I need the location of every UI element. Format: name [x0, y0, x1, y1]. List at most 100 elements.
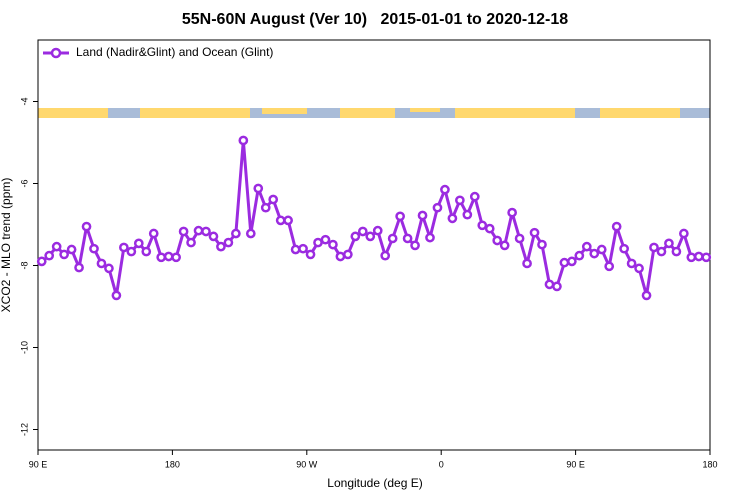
data-point	[36, 256, 47, 267]
data-point	[51, 241, 62, 252]
data-point	[126, 246, 137, 257]
data-point	[469, 191, 480, 202]
data-point	[104, 263, 114, 274]
data-point	[216, 241, 226, 252]
data-point	[402, 233, 413, 244]
data-point	[357, 226, 368, 237]
data-point	[111, 290, 122, 301]
data-point	[544, 279, 555, 290]
data-point	[156, 252, 167, 263]
data-point	[656, 246, 667, 257]
data-point	[537, 239, 547, 250]
data-point	[455, 195, 465, 206]
data-point	[208, 231, 219, 242]
data-point	[305, 249, 316, 260]
data-point	[238, 135, 249, 146]
data-point	[245, 228, 256, 239]
data-point	[611, 221, 622, 232]
y-tick-label: -12	[19, 423, 29, 436]
data-point	[484, 223, 495, 234]
data-point	[283, 215, 293, 226]
data-point	[514, 233, 525, 244]
data-point	[440, 184, 450, 195]
data-point	[380, 250, 391, 261]
y-tick-label: -6	[19, 179, 29, 187]
data-point	[96, 258, 107, 269]
data-point	[275, 215, 286, 226]
data-point	[417, 210, 428, 221]
x-tick-label: 90 W	[296, 459, 318, 469]
data-point	[231, 228, 241, 239]
data-point	[529, 227, 540, 238]
data-point	[59, 249, 69, 260]
x-tick-label: 180	[702, 459, 717, 469]
data-point	[693, 251, 704, 262]
data-point	[522, 258, 532, 269]
y-tick-label: -8	[19, 261, 29, 269]
x-tick-label: 0	[439, 459, 444, 469]
data-point	[320, 234, 331, 245]
data-point	[701, 252, 712, 263]
data-point	[133, 238, 144, 249]
data-point	[223, 237, 234, 248]
data-point	[477, 220, 488, 231]
data-point	[387, 233, 398, 244]
data-point	[574, 250, 585, 261]
legend-marker	[50, 47, 62, 59]
data-point	[641, 290, 652, 301]
data-point	[626, 258, 637, 269]
data-point	[328, 239, 338, 250]
data-point	[313, 237, 323, 248]
data-point	[89, 243, 99, 254]
data-point	[186, 237, 196, 248]
y-tick-label: -4	[19, 97, 29, 105]
data-point	[604, 261, 615, 272]
data-point	[679, 228, 689, 239]
data-point	[447, 213, 458, 224]
data-point	[395, 211, 405, 222]
y-tick-label: -10	[19, 341, 29, 354]
chart-title: 55N-60N August (Ver 10) 2015-01-01 to 20…	[182, 11, 568, 28]
data-point	[163, 251, 174, 262]
data-point	[559, 257, 570, 268]
data-point	[119, 242, 129, 253]
data-point	[178, 226, 189, 237]
legend-label: Land (Nadir&Glint) and Ocean (Glint)	[76, 45, 273, 59]
data-point	[462, 209, 473, 220]
data-point	[81, 221, 92, 232]
data-point	[171, 252, 181, 263]
data-point	[268, 194, 279, 205]
data-point	[148, 228, 159, 239]
data-point	[253, 183, 264, 194]
x-tick-label: 180	[165, 459, 180, 469]
data-point	[507, 207, 517, 218]
data-point	[492, 235, 503, 246]
plot-frame	[37, 39, 711, 451]
data-point	[581, 241, 592, 252]
data-point	[372, 225, 383, 236]
data-point	[671, 246, 682, 257]
data-point	[298, 243, 308, 254]
data-point	[410, 240, 420, 251]
data-point	[589, 248, 600, 259]
data-point	[141, 246, 152, 257]
data-point	[335, 251, 346, 262]
data-point	[634, 263, 644, 274]
x-axis-label: Longitude (deg E)	[327, 476, 422, 490]
data-point	[290, 244, 301, 255]
map-strip	[38, 108, 710, 118]
data-point	[365, 231, 376, 242]
data-point	[425, 232, 435, 243]
data-point	[343, 249, 353, 260]
y-axis-label: XCO2 - MLO trend (ppm)	[0, 178, 13, 313]
x-tick-label: 90 E	[29, 459, 48, 469]
data-point	[66, 244, 77, 255]
data-point	[201, 226, 211, 237]
data-point	[619, 243, 629, 254]
data-point	[44, 250, 55, 261]
data-point	[499, 240, 510, 251]
data-point	[567, 256, 577, 267]
data-point	[74, 262, 84, 273]
